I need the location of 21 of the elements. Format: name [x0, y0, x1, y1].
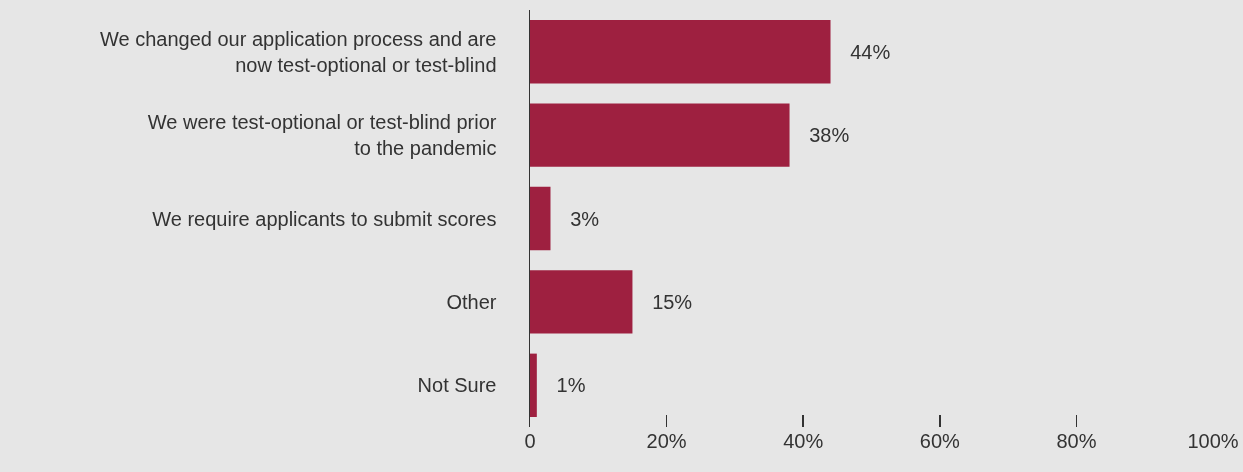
data-label: 3%: [553, 207, 600, 230]
data-label: 1%: [539, 374, 586, 397]
x-tick-label: 20%: [646, 430, 687, 452]
y-tick-label: We changed our application process and are now test-optional or test-blind: [99, 27, 497, 76]
y-tick-label: We were test-optional or test-blind prior to the pandemic: [147, 111, 497, 160]
bar: [530, 186, 551, 251]
data-label: 15%: [635, 290, 693, 313]
y-tick-label: We require applicants to submit scores: [152, 207, 497, 230]
bar: [530, 270, 633, 334]
x-tick-label: 40%: [783, 430, 824, 452]
x-tick-label: 100%: [1187, 430, 1239, 452]
bar: [530, 103, 790, 167]
y-tick-label: Other: [446, 290, 497, 313]
data-label: 44%: [833, 40, 891, 63]
y-tick-label: Not Sure: [417, 374, 497, 397]
x-tick-label: 80%: [1056, 430, 1097, 452]
bar: [530, 20, 831, 84]
x-tick-label: 60%: [919, 430, 961, 452]
data-label: 38%: [792, 124, 850, 147]
bar: [530, 353, 537, 417]
x-tick-label: 0: [524, 430, 536, 452]
